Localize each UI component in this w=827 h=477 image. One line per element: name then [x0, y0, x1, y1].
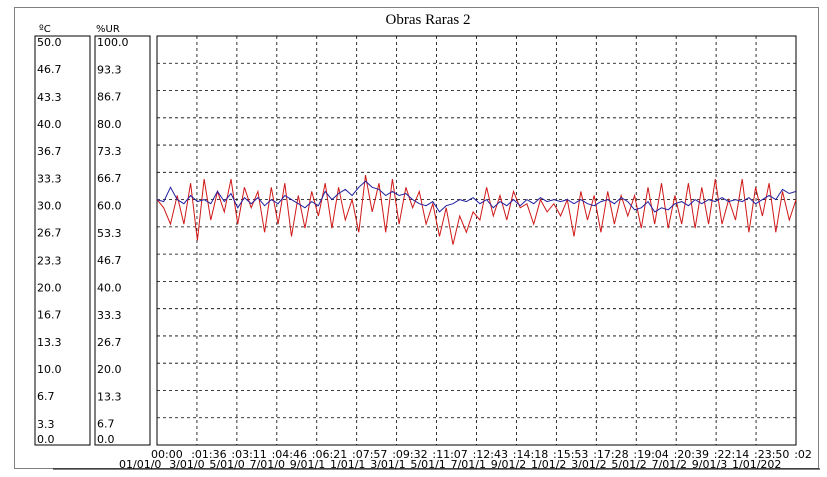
x-tick-label-time: :12:43	[473, 448, 508, 461]
y-tick-label: 73.3	[97, 145, 122, 158]
y-tick-label: 50.0	[37, 36, 62, 49]
y-tick-label: 26.7	[97, 336, 122, 349]
x-tick-label-date: 7/01/0	[250, 458, 285, 470]
y-tick-label: 93.3	[97, 63, 122, 76]
x-tick-label-time: :15:53	[553, 448, 588, 461]
x-tick-label-date: 1/01/1	[330, 458, 365, 470]
x-tick-label-time: :04:46	[272, 448, 307, 461]
x-tick-label-date: 5/01/1	[410, 458, 445, 470]
x-tick-label-time: :20:39	[674, 448, 709, 461]
y-tick-label: 100.0	[97, 36, 129, 49]
x-tick-label-time: :09:32	[392, 448, 427, 461]
y-tick-label: 20.0	[37, 281, 62, 294]
x-tick-label-time: :01:36	[191, 448, 226, 461]
chart-title: Obras Raras 2	[386, 12, 471, 28]
y-tick-label: 13.3	[37, 336, 62, 349]
x-tick-label-time: 00:00	[151, 448, 183, 461]
x-tick-label-time: :17:28	[593, 448, 628, 461]
x-tick-labels-time: 00:00 :01:36 :03:11 :04:46 :06:21 :07:57 :09:3…	[151, 448, 812, 461]
y-tick-label: 30.0	[37, 200, 62, 213]
x-tick-label-time: :02	[794, 448, 812, 461]
y-tick-label: 40.0	[97, 281, 122, 294]
y-tick-label: 46.7	[97, 254, 122, 267]
series-layer	[156, 175, 797, 245]
y-tick-label: 23.3	[37, 254, 62, 267]
x-tick-label-date: 7/01/2	[652, 458, 687, 470]
series-line-humidity	[156, 180, 797, 213]
x-tick-label-date: 3/01/0	[169, 458, 204, 470]
y-tick-label: 26.7	[37, 227, 62, 240]
left-tick-labels: 50.0 46.7 43.3 40.0 36.7 33.3 30.0 26.7 23.3 20.0…	[37, 36, 62, 446]
x-tick-label-time: :03:11	[231, 448, 266, 461]
x-tick-label-date: 5/01/0	[209, 458, 244, 470]
left-axis-unit: ºC	[39, 24, 51, 35]
x-tick-label-time: :07:57	[352, 448, 387, 461]
y-tick-label: 33.3	[97, 309, 122, 322]
y-tick-label: 46.7	[37, 63, 62, 76]
x-tick-label-time: :11:07	[432, 448, 467, 461]
y-tick-label: 43.3	[37, 91, 62, 104]
y-tick-label: 16.7	[37, 308, 62, 321]
y-tick-label: 60.0	[97, 200, 122, 213]
y-tick-label: 0.0	[37, 433, 55, 446]
y-tick-label: 6.7	[97, 418, 115, 431]
gridlines	[157, 36, 796, 445]
x-tick-label-time: :06:21	[312, 448, 347, 461]
x-tick-label-date: 1/01/2	[531, 458, 566, 470]
y-tick-label: 10.0	[37, 363, 62, 376]
right-tick-labels: 100.0 93.3 86.7 80.0 73.3 66.7 60.0 53.3 46.7 40.…	[97, 36, 129, 446]
x-tick-label-date: 01/01/0	[119, 458, 161, 470]
chart-frame: Obras Raras 2 ºC %UR 50.0 46.7 43.3 40.0 36.…	[14, 7, 820, 470]
y-tick-label: 86.7	[97, 90, 122, 103]
y-tick-label: 40.0	[37, 118, 62, 131]
x-tick-label-date: 3/01/2	[571, 458, 606, 470]
y-tick-label: 33.3	[37, 173, 62, 186]
x-tick-label-time: :22:14	[714, 448, 749, 461]
y-tick-label: 13.3	[97, 391, 122, 404]
y-tick-label: 36.7	[37, 145, 62, 158]
x-tick-label-date: 9/01/2	[491, 458, 526, 470]
y-tick-label: 3.3	[37, 418, 55, 431]
y-tick-label: 80.0	[97, 118, 122, 131]
x-tick-label-time: :19:04	[633, 448, 668, 461]
x-tick-label-date: 9/01/3	[692, 458, 727, 470]
y-tick-label: 0.0	[97, 433, 115, 446]
x-tick-label-time: :14:18	[513, 448, 548, 461]
x-tick-label-date: 7/01/1	[451, 458, 486, 470]
x-tick-label-date: 9/01/1	[290, 458, 325, 470]
y-tick-label: 66.7	[97, 172, 122, 185]
y-tick-label: 53.3	[97, 227, 122, 240]
y-tick-label: 20.0	[97, 363, 122, 376]
left-axis-scale-box	[34, 35, 91, 446]
chart-svg: Obras Raras 2 ºC %UR 50.0 46.7 43.3 40.0 36.…	[34, 12, 820, 470]
x-tick-label-date: 5/01/2	[611, 458, 646, 470]
y-tick-label: 6.7	[37, 390, 55, 403]
right-axis-scale-box	[94, 35, 151, 446]
right-axis-unit: %UR	[96, 24, 120, 35]
series-line-temperature	[156, 175, 797, 245]
x-tick-label-date: 3/01/1	[370, 458, 405, 470]
x-tick-label-date: 1/01/202	[732, 458, 781, 470]
x-tick-labels-date: 01/01/0 3/01/0 5/01/0 7/01/0 9/01/1 1/01/1 3/0…	[119, 458, 781, 470]
x-tick-label-time: :23:50	[754, 448, 789, 461]
